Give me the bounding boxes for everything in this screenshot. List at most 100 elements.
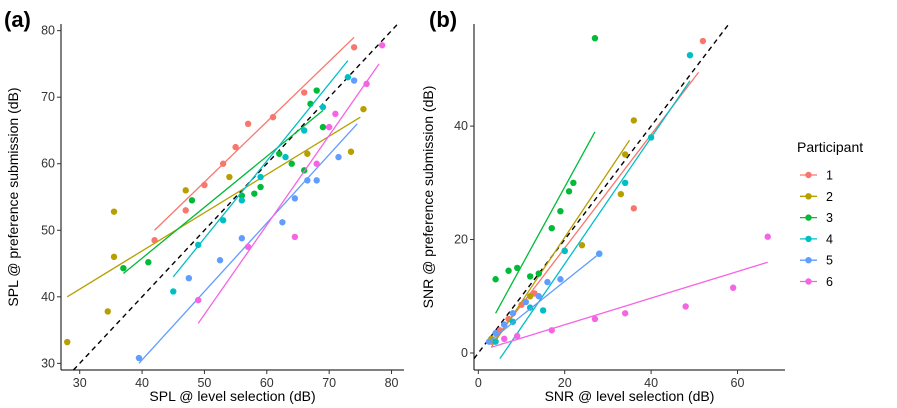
point-participant-2 [182, 187, 189, 194]
point-participant-1 [232, 143, 239, 151]
point-participant-3 [565, 188, 573, 195]
point-participant-3 [505, 267, 512, 274]
point-participant-6 [244, 243, 252, 251]
point-participant-3 [492, 276, 499, 283]
point-participant-1 [182, 207, 189, 214]
point-participant-6 [501, 335, 508, 343]
point-participant-3 [188, 197, 196, 204]
legend-label-5: 5 [826, 254, 833, 268]
point-participant-2 [526, 293, 534, 300]
point-participant-1 [699, 37, 707, 45]
point-participant-6 [378, 42, 386, 49]
point-participant-5 [501, 321, 508, 328]
x-tick-label: 40 [644, 376, 658, 390]
point-participant-3 [557, 207, 564, 215]
x-tick-label: 80 [385, 376, 399, 390]
plot-area [64, 24, 399, 370]
point-participant-5 [291, 195, 299, 202]
point-participant-5 [544, 278, 551, 286]
point-participant-4 [492, 338, 499, 345]
y-tick-label: 40 [454, 119, 468, 133]
point-participant-1 [269, 113, 277, 121]
point-participant-4 [170, 288, 177, 295]
point-participant-6 [513, 332, 521, 340]
point-participant-5 [509, 310, 517, 317]
fit-line-participant-2 [66, 116, 361, 298]
legend-key-point-3 [805, 214, 812, 221]
point-participant-4 [539, 307, 547, 314]
point-participant-2 [64, 338, 71, 346]
y-tick-label: 50 [41, 223, 55, 237]
point-participant-3 [276, 150, 283, 157]
point-participant-6 [291, 233, 299, 241]
point-participant-1 [630, 205, 638, 212]
panel-label: (a) [4, 7, 31, 32]
y-tick-label: 20 [454, 233, 468, 247]
point-participant-1 [301, 89, 308, 96]
y-tick-label: 0 [461, 346, 468, 360]
point-participant-3 [526, 273, 534, 280]
point-participant-5 [238, 235, 246, 242]
point-participant-4 [301, 127, 308, 134]
point-participant-5 [535, 293, 542, 300]
point-participant-6 [195, 296, 202, 304]
legend-label-2: 2 [826, 190, 833, 204]
point-participant-6 [621, 310, 629, 317]
legend-key-point-1 [805, 171, 812, 179]
point-participant-5 [596, 250, 603, 257]
point-participant-5 [485, 338, 493, 345]
point-participant-6 [313, 160, 320, 167]
point-participant-2 [304, 150, 311, 157]
fit-line-participant-5 [138, 123, 358, 364]
point-participant-2 [110, 208, 118, 215]
y-axis-title: SNR @ preference submission (dB) [420, 86, 436, 309]
fit-line-participant-6 [491, 261, 768, 348]
fit-line-participant-4 [499, 80, 691, 360]
point-participant-3 [257, 183, 264, 191]
fit-line-participant-3 [122, 109, 324, 275]
x-tick-label: 20 [558, 376, 572, 390]
y-tick-label: 60 [41, 157, 55, 171]
point-participant-3 [251, 190, 258, 197]
plot-area [474, 24, 771, 360]
point-participant-6 [682, 303, 689, 310]
x-axis-title: SPL @ level selection (dB) [149, 388, 315, 404]
point-participant-3 [570, 179, 577, 187]
x-tick-label: 60 [731, 376, 745, 390]
y-tick-label: 40 [41, 290, 55, 304]
point-participant-4 [257, 173, 264, 181]
point-participant-6 [548, 327, 555, 334]
point-participant-3 [313, 87, 320, 94]
x-tick-label: 40 [135, 376, 149, 390]
legend: Participant 1 2 3 4 5 6 [797, 139, 863, 289]
point-participant-5 [557, 276, 564, 283]
point-participant-4 [195, 241, 202, 249]
point-participant-6 [729, 284, 737, 291]
identity-line [72, 24, 399, 370]
point-participant-4 [647, 134, 655, 141]
x-tick-label: 60 [260, 376, 274, 390]
point-participant-3 [535, 270, 542, 277]
point-participant-6 [764, 233, 771, 240]
point-participant-4 [686, 51, 694, 59]
y-tick-label: 70 [41, 90, 55, 104]
point-participant-5 [279, 219, 286, 226]
legend-label-1: 1 [826, 169, 833, 183]
point-participant-5 [304, 177, 311, 184]
point-participant-4 [319, 103, 327, 111]
point-participant-2 [630, 117, 638, 124]
panel-a: (a) 30 40 50 60 70 80 30 40 50 60 70 80 SPL @ level s… [4, 7, 404, 404]
legend-label-3: 3 [826, 211, 833, 225]
point-participant-3 [513, 264, 521, 272]
point-participant-2 [621, 151, 629, 158]
point-participant-4 [621, 179, 629, 187]
point-participant-2 [226, 173, 233, 181]
point-participant-6 [325, 123, 333, 131]
point-participant-3 [319, 123, 327, 131]
point-participant-2 [578, 242, 586, 249]
x-tick-label: 30 [73, 376, 87, 390]
point-participant-1 [244, 120, 252, 128]
legend-key-point-6 [805, 278, 812, 285]
